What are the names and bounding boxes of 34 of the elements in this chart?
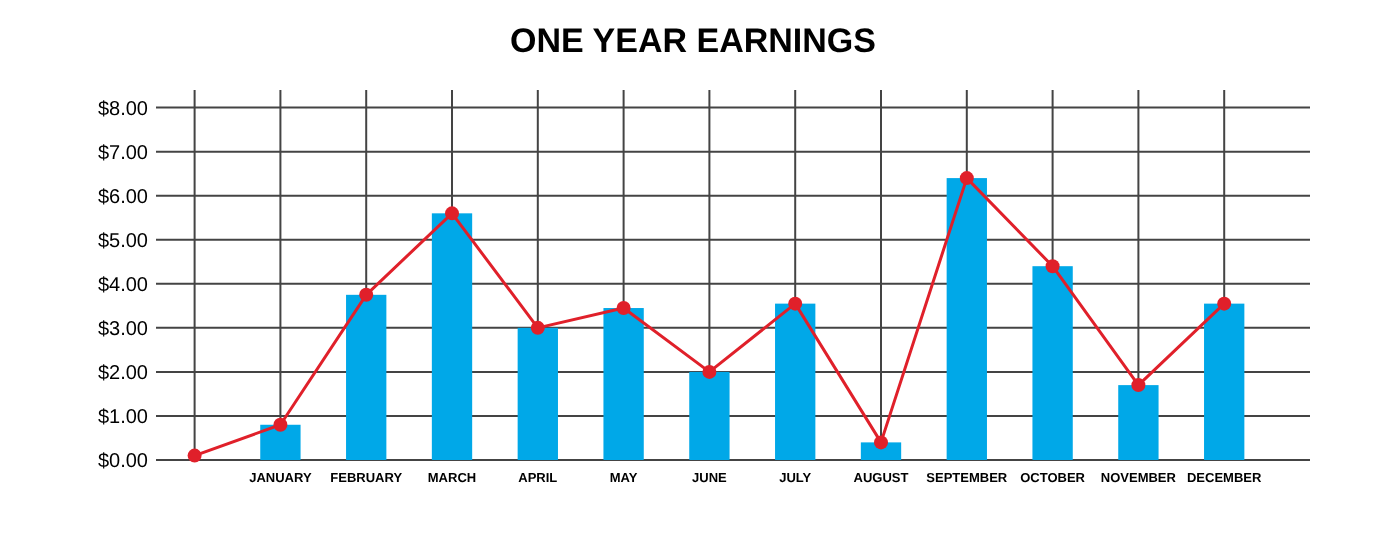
bar — [603, 308, 644, 460]
bar — [946, 178, 987, 460]
point — [702, 364, 717, 379]
y-tick-label: $3.00 — [97, 318, 149, 341]
point — [1045, 259, 1060, 274]
point — [359, 287, 374, 302]
chart-title: ONE YEAR EARNINGS — [510, 22, 876, 60]
y-tick-label: $6.00 — [97, 186, 149, 209]
point — [874, 435, 888, 450]
point — [616, 301, 631, 316]
bar — [260, 424, 301, 460]
y-tick-label: $0.00 — [97, 451, 149, 473]
bar — [431, 213, 473, 460]
y-tick-label: $8.00 — [97, 98, 149, 121]
bar — [517, 327, 558, 460]
bar — [1118, 385, 1159, 460]
point — [187, 448, 202, 463]
bar — [689, 371, 730, 460]
y-tick-label: $7.00 — [97, 142, 149, 165]
y-tick-label: $1.00 — [97, 406, 149, 429]
y-tick-label: $2.00 — [97, 362, 149, 385]
point — [273, 417, 288, 432]
point — [1131, 378, 1146, 393]
bar — [1204, 303, 1245, 460]
point — [445, 206, 460, 221]
bar — [775, 303, 816, 460]
bar — [1032, 266, 1073, 460]
y-tick-label: $4.00 — [97, 274, 149, 297]
point — [959, 171, 974, 186]
point — [788, 296, 803, 311]
y-tick-label: $5.00 — [97, 230, 149, 253]
point — [1217, 296, 1232, 311]
point — [530, 320, 545, 335]
bar — [346, 294, 387, 460]
